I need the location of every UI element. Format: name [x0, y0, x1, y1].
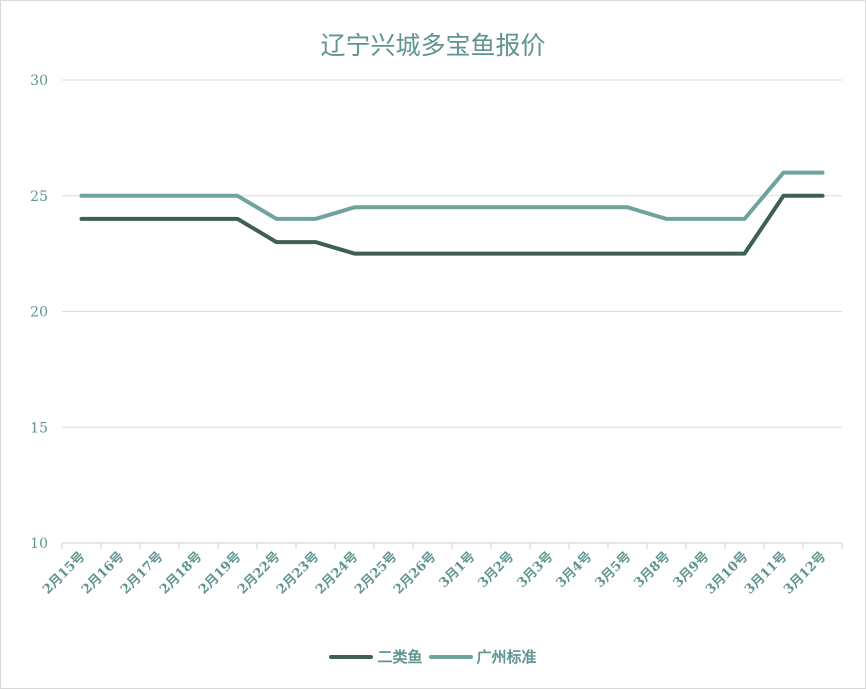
x-tick-label: 2月26号 — [391, 549, 439, 597]
y-tick-label-10: 10 — [30, 536, 48, 552]
legend-swatch-series-1 — [329, 654, 374, 659]
x-tick-label: 2月23号 — [274, 549, 322, 597]
y-tick-label-20: 20 — [30, 305, 48, 321]
x-tick-label: 2月16号 — [79, 549, 127, 597]
x-tick-label: 3月1号 — [437, 549, 479, 591]
x-tick-label: 3月2号 — [476, 549, 518, 591]
y-tick-label-30: 30 — [30, 73, 48, 89]
legend-label-series-1: 二类鱼 — [377, 648, 423, 666]
x-tick-label: 3月8号 — [632, 549, 674, 591]
x-tick-label: 2月17号 — [118, 549, 166, 597]
x-tick-label: 3月11号 — [742, 549, 790, 597]
legend-item-series-1: 二类鱼 — [329, 646, 423, 667]
x-tick-label: 3月5号 — [593, 549, 635, 591]
x-tick-label: 2月18号 — [157, 549, 205, 597]
x-tick-label: 2月24号 — [313, 549, 361, 597]
x-tick-label: 2月22号 — [235, 549, 283, 597]
legend-swatch-series-2 — [428, 654, 473, 659]
y-tick-label-25: 25 — [30, 189, 48, 205]
x-tick-label: 2月19号 — [196, 549, 244, 597]
x-tick-label: 2月15号 — [40, 549, 88, 597]
x-tick-label: 3月10号 — [703, 549, 751, 597]
legend-label-series-2: 广州标准 — [476, 648, 537, 666]
series-line-1 — [79, 193, 825, 256]
x-tick-label: 3月4号 — [554, 549, 596, 591]
chart-title: 辽宁兴城多宝鱼报价 — [320, 31, 546, 60]
x-tick-label: 3月3号 — [515, 549, 557, 591]
y-tick-label-15: 15 — [30, 420, 48, 436]
legend-item-series-2: 广州标准 — [428, 646, 537, 667]
series-line-2 — [79, 170, 825, 221]
x-tick-label: 3月12号 — [781, 549, 829, 597]
x-tick-label: 2月25号 — [352, 549, 400, 597]
legend: 二类鱼 广州标准 — [0, 646, 866, 667]
